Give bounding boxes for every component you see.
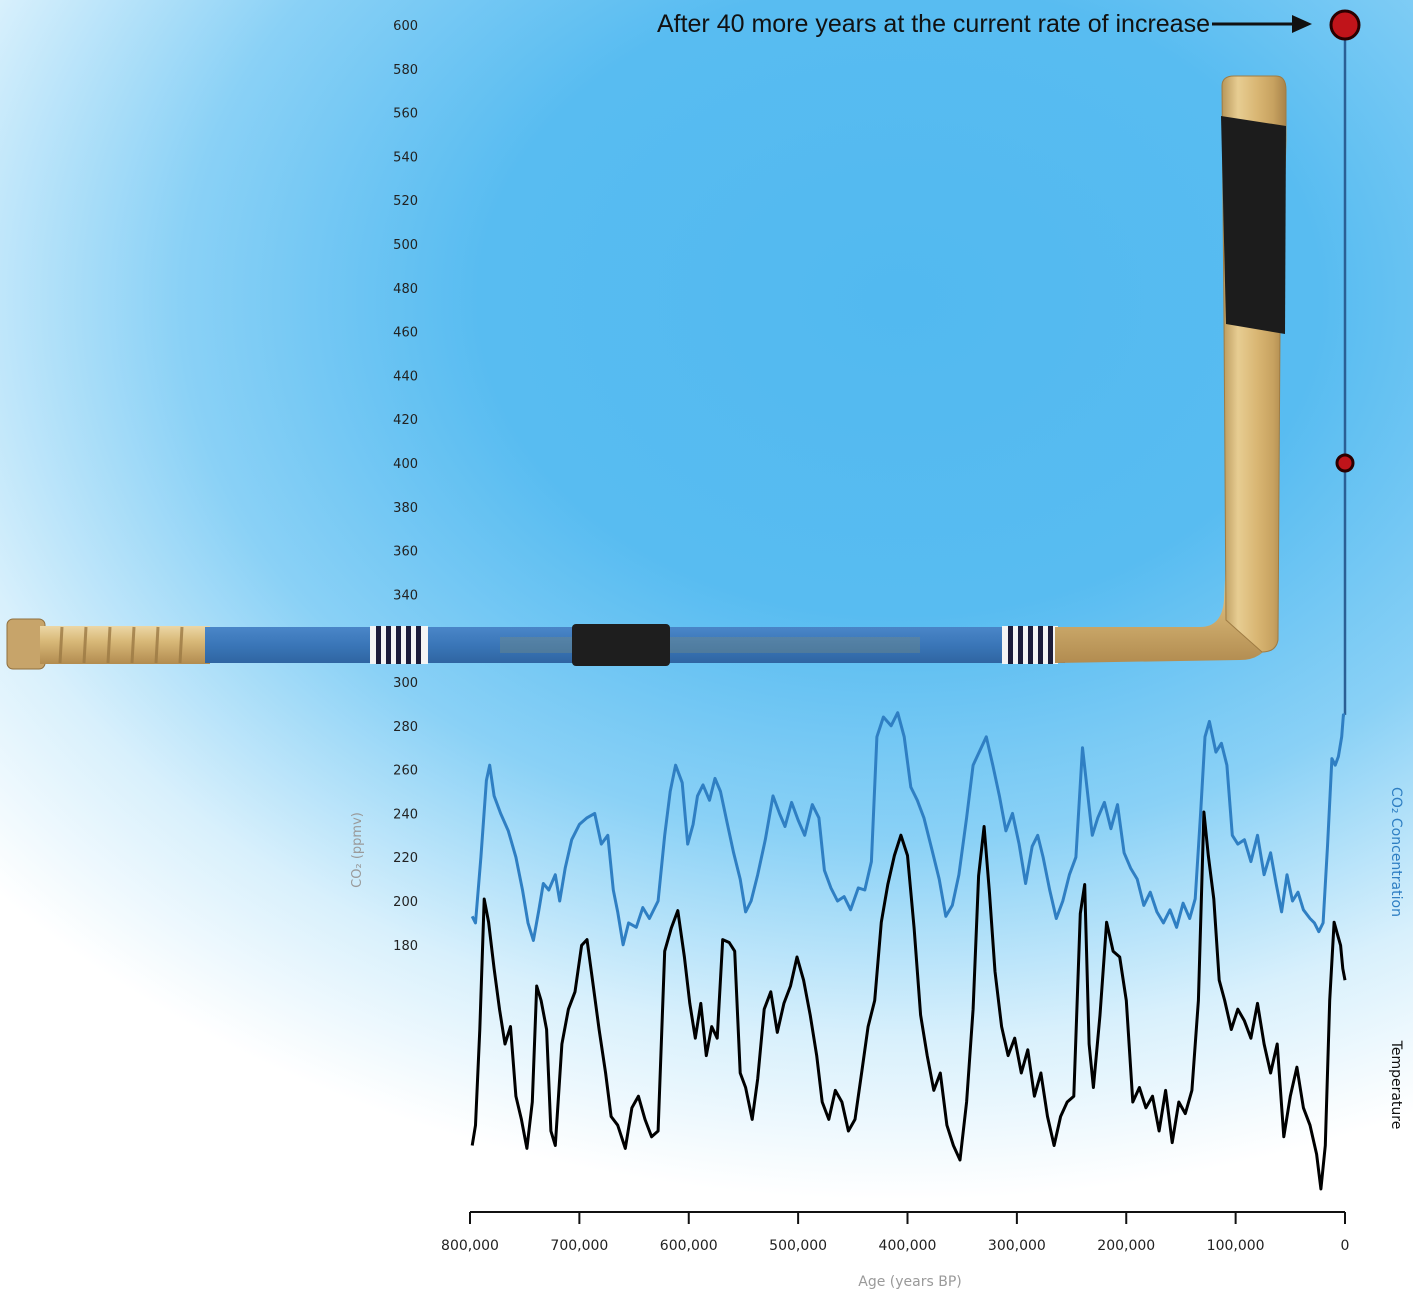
- y-tick-label: 360: [393, 545, 418, 560]
- x-tick-label: 400,000: [879, 1238, 937, 1254]
- y-tick-label: 200: [393, 895, 418, 910]
- y-tick-label: 480: [393, 282, 418, 297]
- co2-series-line: [470, 711, 1345, 947]
- y-tick-label: 280: [393, 720, 418, 735]
- x-tick-label: 0: [1341, 1238, 1350, 1254]
- y-tick-label: 520: [393, 194, 418, 209]
- y-tick-label: 260: [393, 764, 418, 779]
- y-tick-label: 180: [393, 939, 418, 954]
- projected-point: [1329, 9, 1361, 41]
- x-tick-label: 700,000: [550, 1238, 608, 1254]
- y-tick-label: 580: [393, 63, 418, 78]
- x-tick-label: 100,000: [1207, 1238, 1265, 1254]
- current-point: [1335, 453, 1355, 473]
- y-tick-label: 500: [393, 238, 418, 253]
- stick-knob: [6, 618, 46, 670]
- y-tick-label: 300: [393, 676, 418, 691]
- y-tick-label: 380: [393, 501, 418, 516]
- temperature-series-label: Temperature: [1388, 1040, 1404, 1130]
- x-tick-label: 600,000: [660, 1238, 718, 1254]
- callout-annotation: After 40 more years at the current rate …: [657, 10, 1210, 38]
- hockey-stick-illustration: [6, 75, 1287, 670]
- callout-arrow: [1212, 15, 1312, 33]
- y-tick-label: 540: [393, 150, 418, 165]
- x-axis: 800,000 700,000 600,000 500,000 400,000 300,0…: [441, 1211, 1350, 1254]
- temperature-series-line: [470, 810, 1347, 1191]
- x-tick-label: 800,000: [441, 1238, 499, 1254]
- y-axis-ticks: 600 580 560 540 520 500 480 460 440 420 400 380 360 3…: [393, 19, 418, 954]
- stick-heel: [1055, 560, 1276, 663]
- y-tick-label: 600: [393, 19, 418, 34]
- stick-grip: [40, 626, 210, 664]
- x-axis-label: Age (years BP): [858, 1274, 961, 1290]
- y-tick-label: 460: [393, 326, 418, 341]
- y-axis-label: CO₂ (ppmv): [350, 812, 365, 888]
- highlight-points: [1329, 9, 1361, 473]
- x-tick-label: 500,000: [769, 1238, 827, 1254]
- blade-black-tape: [1221, 116, 1286, 334]
- shaft-black-tape: [572, 624, 670, 666]
- co2-series-label: CO₂ Concentration: [1388, 787, 1404, 917]
- y-tick-label: 440: [393, 369, 418, 384]
- y-tick-label: 420: [393, 413, 418, 428]
- y-tick-label: 340: [393, 588, 418, 603]
- y-tick-label: 400: [393, 457, 418, 472]
- shaft-band-left: [370, 626, 428, 664]
- shaft-band-right: [1002, 626, 1058, 664]
- x-tick-label: 300,000: [988, 1238, 1046, 1254]
- series-layer: [470, 711, 1347, 1191]
- shaft-lettering: [500, 637, 920, 653]
- y-tick-label: 220: [393, 851, 418, 866]
- x-tick-label: 200,000: [1097, 1238, 1155, 1254]
- y-tick-label: 240: [393, 807, 418, 822]
- y-tick-label: 560: [393, 107, 418, 122]
- grip-wraps: [58, 626, 184, 664]
